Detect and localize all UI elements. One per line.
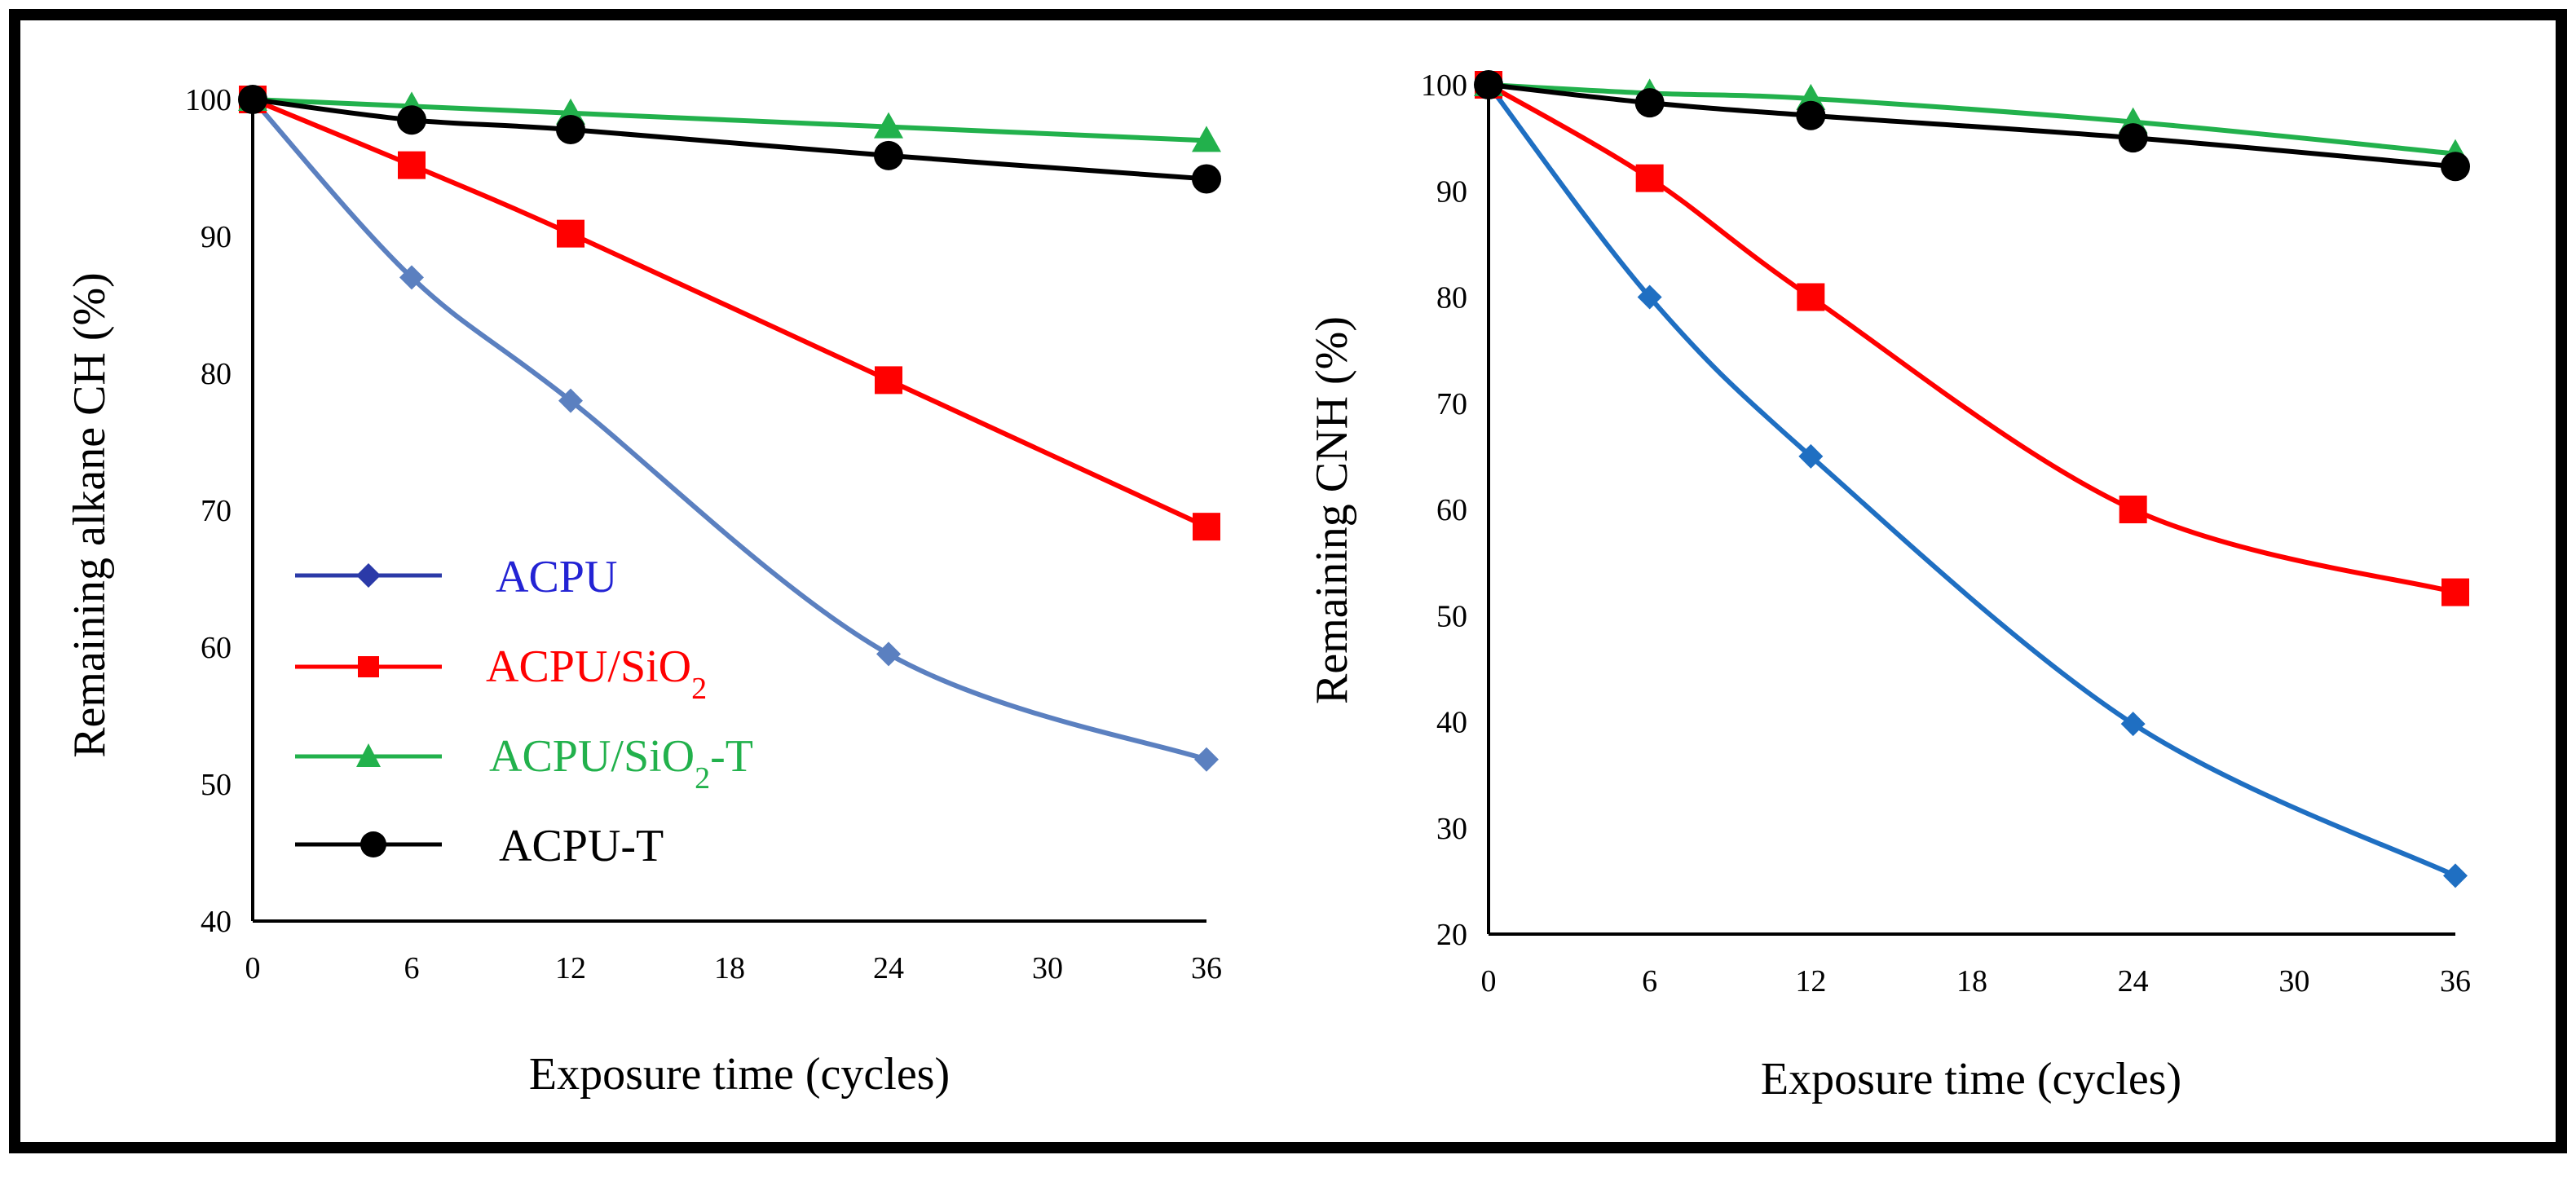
chart-right-series-line-sio2 — [1487, 82, 2456, 595]
chart-right-point-t — [1474, 70, 1503, 99]
chart-left-point-sio2t — [874, 112, 903, 139]
chart-right-point-sio2 — [2441, 578, 2469, 606]
chart-left-xtick-label: 36 — [1191, 951, 1222, 985]
legend-label-sio2t: ACPU/SiO2-T — [489, 731, 753, 796]
chart-right-ytick-label: 80 — [1436, 281, 1467, 315]
legend-item-acpu: ACPU — [295, 552, 617, 602]
chart-left-point-acpu — [558, 388, 583, 413]
chart-left-ytick-label: 70 — [201, 494, 232, 528]
chart-right-ytick-label: 90 — [1436, 174, 1467, 209]
chart-right-point-acpu — [1798, 443, 1824, 469]
chart-left-xtick-label: 6 — [404, 951, 420, 985]
chart-left-ytick-label: 40 — [201, 905, 232, 939]
chart-left-xtick-label: 12 — [555, 951, 586, 985]
chart-right-point-acpu — [1637, 284, 1662, 310]
chart-left-series-line-sio2 — [251, 97, 1208, 529]
chart-left: 0 6 12 18 24 30 36 40 50 60 70 80 90 100 Exposure ti… — [64, 83, 1222, 1100]
chart-right-point-acpu — [2443, 863, 2468, 888]
chart-left-ytick-label: 100 — [185, 83, 232, 117]
chart-right-xtick-label: 30 — [2278, 964, 2309, 998]
chart-right-ytick-label: 100 — [1421, 68, 1467, 103]
chart-left-series-line-acpu — [250, 98, 1207, 762]
legend-marker-t — [360, 831, 386, 857]
chart-right-xtick-label: 24 — [2118, 964, 2149, 998]
legend-label-sio2t-main: ACPU/SiO — [489, 731, 695, 782]
legend-item-sio2t: ACPU/SiO2-T — [295, 731, 753, 796]
legend-item-sio2: ACPU/SiO2 — [295, 641, 707, 706]
chart-left-ylabel: Remaining alkane CH (%) — [64, 272, 115, 758]
legend-label-acpu: ACPU — [496, 552, 617, 602]
chart-right-point-sio2 — [2119, 496, 2147, 523]
chart-left-ytick-label: 90 — [201, 220, 232, 254]
chart-right-xtick-label: 36 — [2440, 964, 2471, 998]
chart-left-xtick-label: 0 — [245, 951, 261, 985]
chart-left-xtick-label: 30 — [1032, 951, 1063, 985]
legend-label-t: ACPU-T — [499, 821, 664, 871]
chart-right-ylabel: Remaining CNH (%) — [1307, 316, 1357, 704]
chart-right-ytick-label: 20 — [1436, 918, 1467, 952]
chart-left-plot — [238, 85, 1221, 923]
chart-left-series-line-sio2t — [252, 97, 1207, 143]
chart-left-point-sio2 — [875, 366, 902, 395]
chart-left-point-t — [238, 85, 267, 114]
chart-right-ytick-label: 40 — [1436, 706, 1467, 740]
chart-right-series-line-acpu — [1486, 83, 2457, 879]
chart-left-point-t — [556, 114, 585, 144]
chart-right-point-t — [1796, 100, 1826, 130]
chart-left-series-line-t — [252, 97, 1207, 182]
chart-right-point-sio2 — [1797, 283, 1825, 311]
chart-right-xtick-label: 0 — [1481, 964, 1497, 998]
chart-right-point-acpu — [2120, 712, 2146, 737]
chart-left-point-sio2 — [557, 219, 584, 248]
chart-right-ytick-label: 60 — [1436, 493, 1467, 527]
chart-left-point-sio2 — [1193, 513, 1220, 541]
chart-right-xtick-label: 12 — [1795, 964, 1826, 998]
chart-right-plot — [1474, 70, 2470, 936]
chart-left-point-sio2t — [1192, 126, 1221, 152]
chart-left-point-acpu — [399, 265, 424, 290]
chart-left-xtick-label: 18 — [714, 951, 745, 985]
legend-label-sio2-main: ACPU/SiO — [486, 641, 691, 692]
legend-label-sio2-sub: 2 — [691, 672, 707, 706]
chart-left-ytick-label: 80 — [201, 357, 232, 391]
chart-right: 0 6 12 18 24 30 36 20 30 40 50 60 70 80 90 100 Exposur… — [1307, 68, 2471, 1104]
chart-left-point-acpu — [876, 641, 901, 667]
chart-right-point-t — [1634, 88, 1665, 118]
chart-right-point-t — [2441, 152, 2470, 182]
legend-marker-sio2 — [358, 656, 379, 677]
chart-right-series-line-t — [1488, 82, 2456, 170]
chart-right-xtick-label: 6 — [1642, 964, 1657, 998]
chart-right-xlabel: Exposure time (cycles) — [1761, 1054, 2181, 1104]
legend-label-sio2: ACPU/SiO2 — [486, 641, 707, 706]
legend-marker-acpu — [356, 563, 381, 588]
chart-left-legend: ACPU ACPU/SiO2 ACPU/SiO2-T ACPU-T — [295, 552, 753, 871]
chart-right-ytick-label: 50 — [1436, 599, 1467, 633]
chart-left-point-acpu — [1194, 747, 1219, 772]
chart-left-ytick-label: 50 — [201, 768, 232, 802]
chart-right-series-line-sio2t — [1488, 82, 2456, 156]
chart-right-point-t — [2118, 123, 2148, 153]
chart-right-ytick-label: 30 — [1436, 812, 1467, 846]
legend-label-sio2t-suffix: -T — [710, 731, 753, 782]
chart-left-point-t — [1192, 164, 1221, 194]
figure-frame — [9, 9, 2567, 1153]
chart-left-xtick-label: 24 — [873, 951, 904, 985]
legend-item-t: ACPU-T — [295, 821, 664, 871]
chart-left-point-t — [874, 140, 903, 170]
chart-right-ytick-label: 70 — [1436, 387, 1467, 421]
chart-left-point-sio2 — [398, 151, 426, 179]
chart-right-point-sio2 — [1635, 164, 1664, 192]
legend-label-sio2t-sub: 2 — [695, 761, 710, 796]
legend-marker-sio2t — [356, 743, 381, 767]
chart-left-point-t — [397, 105, 426, 135]
chart-left-ytick-label: 60 — [201, 631, 232, 665]
chart-left-xlabel: Exposure time (cycles) — [529, 1049, 950, 1100]
chart-right-xtick-label: 18 — [1956, 964, 1987, 998]
